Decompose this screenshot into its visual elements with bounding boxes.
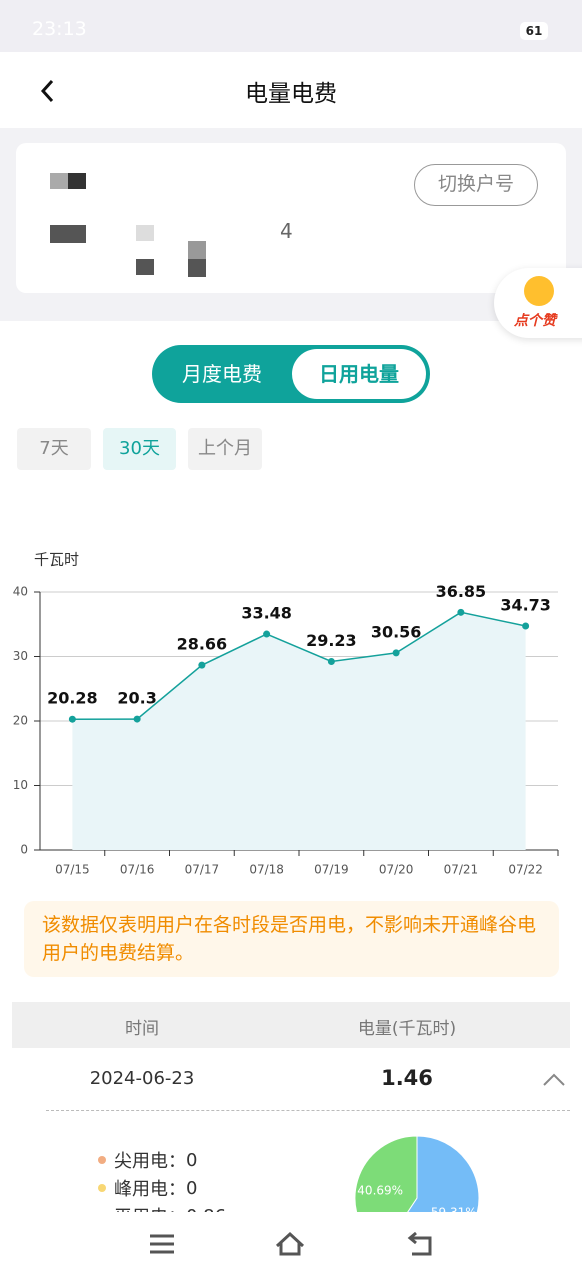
pie-label: 59.31% xyxy=(431,1206,477,1212)
x-tick-label: 07/22 xyxy=(508,863,543,877)
masked-text xyxy=(50,173,86,189)
masked-text xyxy=(136,225,154,241)
masked-text xyxy=(188,241,206,277)
tab-active[interactable]: 日用电量 xyxy=(292,349,426,399)
range-button-active[interactable]: 30天 xyxy=(103,428,176,470)
table-header-cell: 电量(千瓦时) xyxy=(357,1019,457,1039)
emoji-icon xyxy=(524,276,554,306)
area xyxy=(72,612,526,850)
point xyxy=(522,622,530,630)
y-tick-label: 30 xyxy=(13,649,28,663)
back-button[interactable] xyxy=(38,78,58,104)
point xyxy=(392,649,400,657)
point xyxy=(133,715,141,723)
y-tick-label: 10 xyxy=(13,778,28,792)
back-nav-button[interactable] xyxy=(407,1231,432,1256)
pie-slice xyxy=(407,1135,480,1212)
table-header: 时间 电量(千瓦时) xyxy=(12,1002,570,1048)
range-button[interactable]: 上个月 xyxy=(188,428,262,470)
point xyxy=(457,608,465,616)
value-label: 28.66 xyxy=(177,635,228,654)
pie-label: 40.69% xyxy=(357,1183,403,1197)
table-cell: 1.46 xyxy=(381,1066,433,1090)
value-label: 33.48 xyxy=(241,604,292,623)
battery: 61 xyxy=(520,22,548,40)
table-row[interactable]: 2024-06-23 1.46 xyxy=(12,1048,570,1110)
y-tick-label: 0 xyxy=(20,843,28,857)
line xyxy=(72,611,526,720)
legend-dot xyxy=(98,1184,106,1192)
value-label: 34.73 xyxy=(500,595,551,614)
value-label: 20.28 xyxy=(47,689,98,708)
account-card: 4 切换户号 xyxy=(16,143,566,293)
pie-slice xyxy=(354,1135,418,1212)
value-label: 29.23 xyxy=(306,631,357,650)
breakdown-value: 0 xyxy=(186,1149,198,1171)
account-text: 4 xyxy=(280,219,293,243)
tab[interactable]: 月度电费 xyxy=(182,362,262,386)
range-button[interactable]: 7天 xyxy=(17,428,91,470)
x-tick-label: 07/20 xyxy=(379,863,414,877)
collapse-icon[interactable] xyxy=(542,1072,566,1088)
like-badge[interactable]: 点个赞 xyxy=(494,268,582,338)
nav-icons xyxy=(150,1231,432,1256)
breakdown-label: 峰用电： xyxy=(114,1179,186,1200)
menu-button[interactable] xyxy=(150,1234,174,1254)
x-tick-label: 07/21 xyxy=(444,863,479,877)
table-header-cell: 时间 xyxy=(125,1019,159,1039)
x-tick-label: 07/15 xyxy=(55,863,90,877)
point xyxy=(263,630,271,638)
status-time: 23:13 xyxy=(32,18,87,40)
nav-bar xyxy=(0,1212,582,1280)
breakdown-item: 峰用电： 0 xyxy=(98,1174,298,1202)
breakdown-item: 尖用电： 0 xyxy=(98,1146,298,1174)
switch-account-button[interactable]: 切换户号 xyxy=(414,164,538,206)
x-tick-label: 07/16 xyxy=(120,863,155,877)
point xyxy=(68,715,76,723)
value-label: 30.56 xyxy=(371,622,422,641)
point xyxy=(198,661,206,669)
y-tick-label: 40 xyxy=(13,585,28,599)
legend-dot xyxy=(98,1156,106,1164)
x-tick-label: 07/17 xyxy=(185,863,220,877)
account-section: 4 切换户号 xyxy=(0,128,582,321)
value-label: 20.3 xyxy=(117,689,156,708)
tab-switch: 月度电费 日用电量 xyxy=(152,345,430,403)
y-axis-label: 千瓦时 xyxy=(34,551,79,569)
divider xyxy=(46,1110,570,1111)
header: 电量电费 xyxy=(0,52,582,128)
value-label: 36.85 xyxy=(436,582,487,601)
breakdown-value: 0 xyxy=(186,1177,198,1199)
page-title: 电量电费 xyxy=(245,81,337,107)
x-tick-label: 07/18 xyxy=(249,863,284,877)
masked-text xyxy=(136,259,154,275)
table-cell: 2024-06-23 xyxy=(89,1068,195,1089)
status-bar: 23:13 61 xyxy=(0,0,582,52)
home-button[interactable] xyxy=(275,1231,305,1256)
like-text: 点个赞 xyxy=(514,313,556,329)
notice: 该数据仅表明用户在各时段是否用电，不影响未开通峰谷电用户的电费结算。 xyxy=(24,901,559,977)
masked-text xyxy=(50,225,86,243)
breakdown-label: 尖用电： xyxy=(114,1151,186,1172)
point xyxy=(327,657,335,665)
chart: 千瓦时 0 10 20 30 40 07/15 20.28 07/16 20.3 07/17 28.6… xyxy=(13,551,559,1212)
x-tick-label: 07/19 xyxy=(314,863,349,877)
y-tick-label: 20 xyxy=(13,714,28,728)
